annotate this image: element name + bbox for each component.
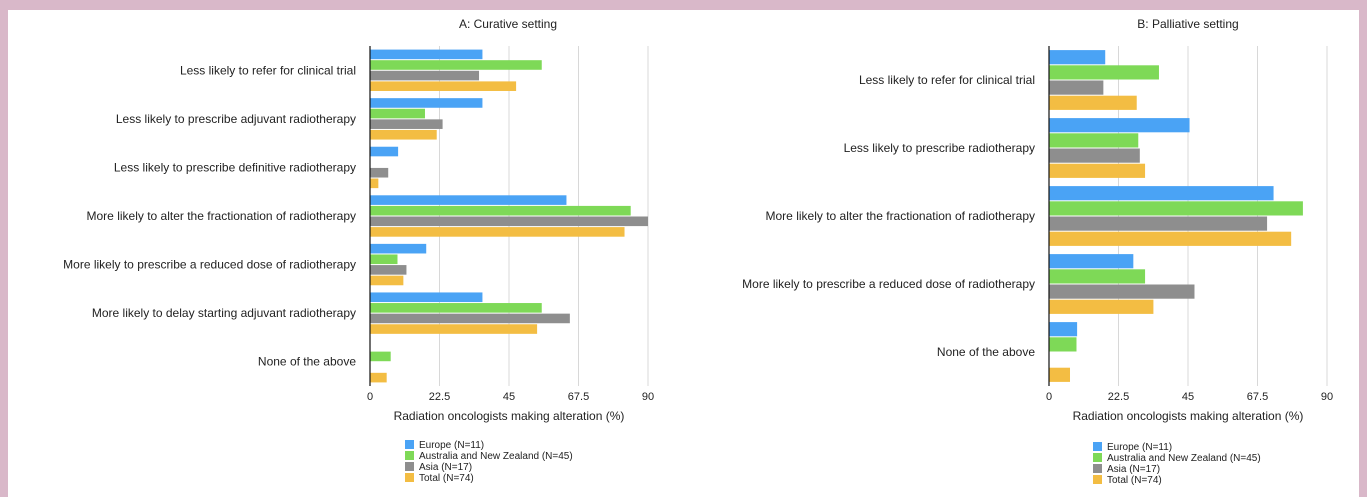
b-bar-1-4 <box>1049 95 1137 110</box>
b-bar-3-1 <box>1049 186 1274 201</box>
b-legend-swatch-3 <box>1093 464 1102 473</box>
a-bar-5-4 <box>370 275 404 286</box>
b-category-label: More likely to prescribe a reduced dose … <box>742 277 1035 291</box>
b-bar-4-4 <box>1049 299 1154 314</box>
b-legend-swatch-1 <box>1093 442 1102 451</box>
a-bar-4-2 <box>370 205 631 216</box>
b-x-tick-label: 90 <box>1321 391 1333 403</box>
a-bar-5-1 <box>370 243 427 254</box>
a-bar-5-2 <box>370 254 398 265</box>
a-bar-7-2 <box>370 351 391 362</box>
b-bar-3-4 <box>1049 231 1292 246</box>
a-x-tick-label: 90 <box>642 391 654 403</box>
a-bar-1-3 <box>370 70 480 81</box>
a-bar-3-4 <box>370 178 379 189</box>
b-bar-1-2 <box>1049 65 1159 80</box>
a-legend-swatch-3 <box>405 462 414 471</box>
a-bar-6-2 <box>370 303 542 313</box>
a-bar-2-3 <box>370 119 443 129</box>
a-bar-3-1 <box>370 146 399 157</box>
a-legend-swatch-2 <box>405 451 414 460</box>
a-legend-swatch-4 <box>405 473 414 482</box>
b-bar-2-3 <box>1049 148 1140 163</box>
b-x-tick-label: 22.5 <box>1108 391 1129 403</box>
a-bar-4-3 <box>370 216 648 227</box>
b-legend-label-4: Total (N=74) <box>1107 475 1162 486</box>
b-chart-title: B: Palliative setting <box>1137 17 1238 31</box>
b-legend-swatch-2 <box>1093 453 1102 462</box>
b-legend-label-3: Asia (N=17) <box>1107 464 1160 475</box>
a-bar-4-1 <box>370 195 567 205</box>
b-bar-5-1 <box>1049 322 1078 337</box>
a-category-label: None of the above <box>258 355 356 369</box>
a-legend-label-3: Asia (N=17) <box>419 462 472 473</box>
b-bar-5-4 <box>1049 367 1071 382</box>
b-bar-1-3 <box>1049 80 1104 95</box>
b-bar-2-1 <box>1049 118 1190 133</box>
b-legend-label-1: Europe (N=11) <box>1107 442 1172 453</box>
a-bar-6-4 <box>370 324 538 334</box>
a-x-tick-label: 22.5 <box>429 391 450 403</box>
a-bar-1-4 <box>370 81 517 91</box>
b-category-label: Less likely to prescribe radiotherapy <box>844 141 1035 155</box>
b-bar-4-1 <box>1049 254 1134 269</box>
a-category-label: Less likely to refer for clinical trial <box>180 63 356 77</box>
b-category-label: None of the above <box>937 345 1035 359</box>
b-bar-2-2 <box>1049 133 1139 148</box>
b-category-label: Less likely to refer for clinical trial <box>859 73 1035 87</box>
b-legend-label-2: Australia and New Zealand (N=45) <box>1107 453 1261 464</box>
a-bar-4-4 <box>370 227 625 237</box>
a-x-tick-label: 0 <box>367 391 373 403</box>
a-x-tick-label: 67.5 <box>568 391 589 403</box>
a-category-label: Less likely to prescribe definitive radi… <box>114 160 356 174</box>
b-bar-3-3 <box>1049 216 1268 231</box>
a-chart-title: A: Curative setting <box>459 17 557 31</box>
figure-panel <box>8 10 1359 497</box>
b-bar-4-3 <box>1049 284 1195 299</box>
b-category-label: More likely to alter the fractionation o… <box>766 209 1035 223</box>
b-legend-swatch-4 <box>1093 475 1102 484</box>
a-legend-label-2: Australia and New Zealand (N=45) <box>419 451 573 462</box>
a-category-label: Less likely to prescribe adjuvant radiot… <box>116 112 356 126</box>
b-bar-5-2 <box>1049 337 1077 352</box>
a-x-tick-label: 45 <box>503 391 515 403</box>
a-bar-2-1 <box>370 98 483 108</box>
a-bar-7-4 <box>370 372 387 383</box>
b-x-tick-label: 45 <box>1182 391 1194 403</box>
a-bar-6-1 <box>370 292 483 303</box>
a-category-label: More likely to prescribe a reduced dose … <box>63 258 356 272</box>
a-category-label: More likely to alter the fractionation o… <box>87 209 356 223</box>
b-bar-4-2 <box>1049 269 1146 284</box>
a-bar-1-1 <box>370 49 483 60</box>
a-bar-1-2 <box>370 60 542 70</box>
b-bar-2-4 <box>1049 163 1146 178</box>
b-x-tick-label: 0 <box>1046 391 1052 403</box>
b-bar-3-2 <box>1049 201 1303 216</box>
b-x-axis-label: Radiation oncologists making alteration … <box>1073 409 1304 423</box>
b-x-tick-label: 67.5 <box>1247 391 1268 403</box>
a-bar-2-4 <box>370 129 437 140</box>
a-legend-label-1: Europe (N=11) <box>419 440 484 451</box>
a-bar-2-2 <box>370 108 425 119</box>
a-category-label: More likely to delay starting adjuvant r… <box>92 306 356 320</box>
a-bar-6-3 <box>370 313 570 324</box>
a-legend-label-4: Total (N=74) <box>419 473 474 484</box>
a-bar-5-3 <box>370 265 407 275</box>
a-legend-swatch-1 <box>405 440 414 449</box>
a-bar-3-3 <box>370 167 389 178</box>
b-bar-1-1 <box>1049 50 1106 65</box>
a-x-axis-label: Radiation oncologists making alteration … <box>394 409 625 423</box>
